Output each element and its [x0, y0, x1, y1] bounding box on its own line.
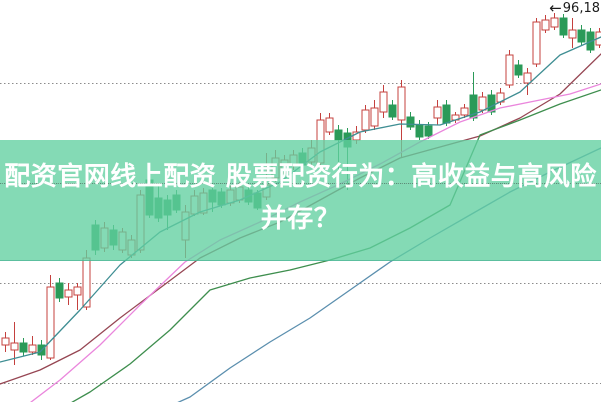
candle-down — [415, 124, 424, 138]
candle-down — [487, 94, 496, 113]
candle-up — [478, 96, 487, 111]
candle-down — [19, 342, 28, 353]
candle-down — [559, 17, 568, 36]
candle-down — [469, 94, 478, 119]
price-label: ← 96,18 — [549, 0, 600, 17]
candle-down — [514, 64, 523, 76]
candle-up — [532, 21, 541, 65]
caption-line-2: 并存？ — [260, 204, 341, 234]
candle-up — [1, 337, 10, 346]
candle-up — [64, 289, 73, 298]
candle-down — [55, 282, 64, 299]
candle-up — [379, 91, 388, 113]
candle-up — [325, 117, 334, 133]
candle-up — [460, 107, 469, 116]
price-value: 96,18 — [562, 1, 600, 16]
candle-up — [505, 54, 514, 86]
candle-up — [28, 344, 37, 353]
candle-down — [406, 116, 415, 128]
candle-down — [442, 104, 451, 124]
left-arrow-icon: ← — [549, 0, 562, 17]
candle-down — [334, 129, 343, 141]
candle-up — [523, 72, 532, 84]
overlay-banner — [0, 140, 601, 261]
candle-up — [433, 106, 442, 119]
candle-up — [73, 286, 82, 296]
candle-down — [424, 125, 433, 137]
candle-up — [541, 19, 550, 31]
candle-up — [550, 17, 559, 28]
candle-up — [568, 29, 577, 39]
candle-down — [577, 29, 586, 43]
candle-up — [46, 286, 55, 359]
candle-up — [10, 342, 19, 351]
gridline-over-overlay — [0, 183, 601, 184]
candle-up — [361, 109, 370, 131]
candle-down — [388, 104, 397, 118]
candle-up — [397, 86, 406, 121]
caption-line-1: 配资官网线上配资 股票配资行为：高收益与高风险 — [4, 162, 597, 192]
candle-up — [370, 107, 379, 127]
